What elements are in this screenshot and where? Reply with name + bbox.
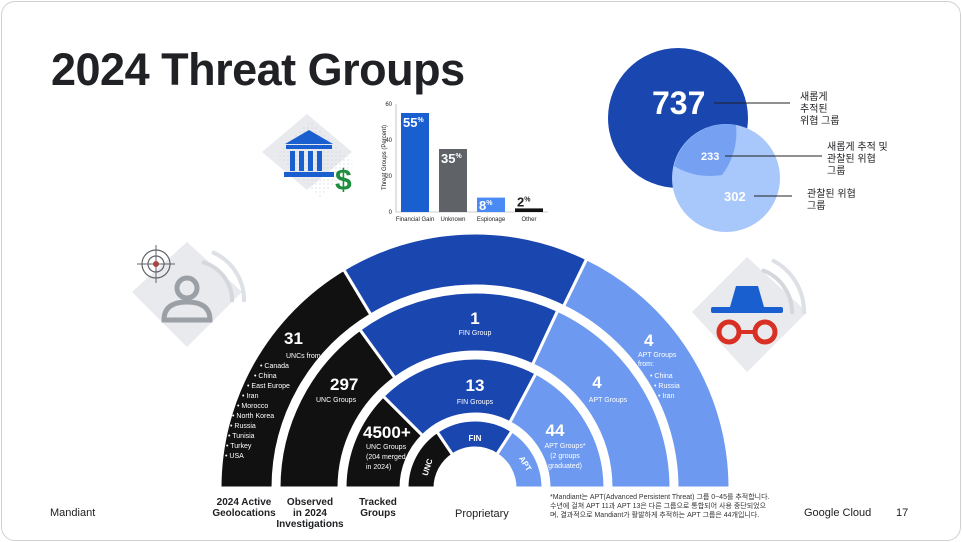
chart-ytick-label: 0 xyxy=(389,210,393,216)
core-fin-label: FIN xyxy=(469,434,482,443)
slide-title: 2024 Threat Groups xyxy=(51,44,465,95)
inner-apt-label: graduated) xyxy=(548,463,582,470)
outer-country: • Iran xyxy=(242,393,259,400)
chart-bar xyxy=(515,208,543,212)
rainbow-segment xyxy=(530,308,673,490)
middle-unc-count: 297 xyxy=(330,375,358,394)
inner-apt-label: (2 groups xyxy=(550,453,580,460)
venn-label-observed: 관찰된 위협 그룹 xyxy=(807,189,856,212)
inner-unc-label: (204 merged xyxy=(366,454,406,461)
outer-unc-count: 31 xyxy=(284,329,303,348)
footer-center: Proprietary xyxy=(455,508,509,520)
chart-data-label: 2% xyxy=(517,194,531,209)
outer-unc-label: UNCs from xyxy=(286,353,321,360)
venn-label-overlap: 새롭게 추적 및 관찰된 위협 그룹 xyxy=(827,142,888,177)
outer-apt-country: • Russia xyxy=(654,383,680,390)
inner-fin-label: FIN Groups xyxy=(457,399,494,406)
chart-ylabel: Threat Groups (Percent) xyxy=(382,125,388,190)
outer-country: • China xyxy=(254,373,277,380)
outer-apt-label: APT Groups xyxy=(638,352,677,359)
svg-text:$: $ xyxy=(335,164,352,197)
person-target-icon xyxy=(132,242,247,347)
outer-country: • North Korea xyxy=(232,413,274,420)
chart-category-label: Espionage xyxy=(477,217,506,223)
chart-data-label: 35% xyxy=(441,151,462,166)
rainbow-segment xyxy=(507,371,607,490)
chart-bar xyxy=(439,149,467,212)
outer-country: • Tunisia xyxy=(228,433,255,440)
inner-unc-count: 4500+ xyxy=(363,423,411,442)
middle-apt-count: 4 xyxy=(592,373,602,392)
middle-apt-label: APT Groups xyxy=(589,397,628,404)
venn-overlap-value: 233 xyxy=(701,151,719,163)
chart-bar xyxy=(477,197,505,212)
outer-country: • Morocco xyxy=(237,403,268,410)
chart-data-label: 55% xyxy=(403,115,424,130)
chart-data-label: 8% xyxy=(479,198,493,213)
middle-unc-label: UNC Groups xyxy=(316,397,357,404)
venn-diagram: 737 233 302 xyxy=(608,48,822,232)
chart-ytick-label: 60 xyxy=(385,102,392,108)
outer-apt-count: 4 xyxy=(644,331,654,350)
spy-hat-glasses-icon xyxy=(692,257,807,372)
outer-country: • East Europe xyxy=(247,383,290,390)
bottom-label-tracked: Tracked Groups xyxy=(359,497,397,519)
footer-brand: Google Cloud xyxy=(804,507,872,519)
inner-unc-label: in 2024) xyxy=(366,464,391,471)
outer-apt-country: • Iran xyxy=(658,393,675,400)
chart-ytick-label: 20 xyxy=(385,174,392,180)
motivation-bar-chart: Threat Groups (Percent) 0 20 40 60 55% Financ… xyxy=(382,102,548,223)
bottom-label-geolocations: 2024 Active Geolocations xyxy=(212,497,276,519)
chart-ytick-label: 40 xyxy=(385,138,392,144)
bottom-label-observed: Observed in 2024 Investigations xyxy=(276,497,344,530)
outer-country: • Canada xyxy=(260,363,289,370)
rainbow-segment xyxy=(561,256,732,490)
outer-country: • USA xyxy=(225,453,244,460)
footer-left: Mandiant xyxy=(50,507,96,519)
footnote: *Mandiant는 APT(Advanced Persistent Threa… xyxy=(550,494,770,519)
chart-bar xyxy=(401,113,429,212)
inner-fin-count: 13 xyxy=(466,376,485,395)
middle-fin-label: FIN Group xyxy=(459,330,492,337)
inner-unc-label: UNC Groups xyxy=(366,444,407,451)
venn-label-new: 새롭게 추적된 위협 그룹 xyxy=(800,92,840,127)
chart-category-label: Other xyxy=(521,217,536,223)
outer-apt-country: • China xyxy=(650,373,673,380)
threat-group-rainbow: 31 UNCs from • Canada • China • East Europe •… xyxy=(218,231,732,490)
chart-category-label: Unknown xyxy=(440,217,465,223)
middle-fin-count: 1 xyxy=(470,309,479,328)
inner-apt-label: APT Groups* xyxy=(544,443,585,450)
outer-apt-label: from: xyxy=(638,361,654,368)
footer-page-number: 17 xyxy=(896,507,909,519)
venn-observed-value: 302 xyxy=(724,189,746,204)
outer-country: • Russia xyxy=(230,423,256,430)
rainbow-segment xyxy=(494,428,545,490)
bank-dollar-icon: $ xyxy=(262,114,354,198)
inner-apt-count: 44 xyxy=(546,421,565,440)
outer-country: • Turkey xyxy=(226,443,252,450)
chart-category-label: Financial Gain xyxy=(396,217,434,223)
venn-new-value: 737 xyxy=(652,85,705,121)
